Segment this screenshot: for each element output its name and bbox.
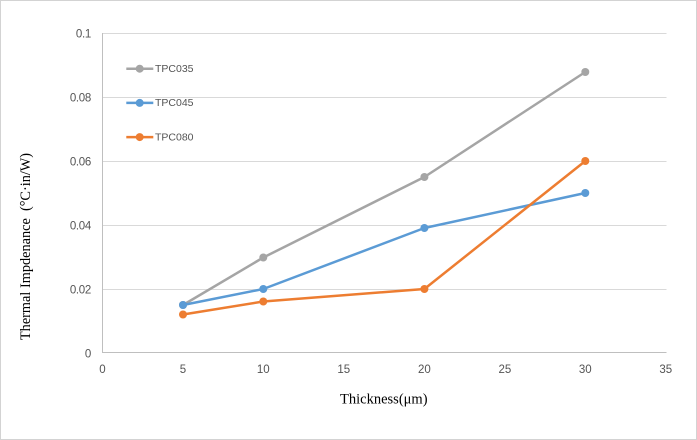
- svg-text:25: 25: [499, 364, 512, 376]
- svg-text:5: 5: [180, 364, 186, 376]
- svg-text:35: 35: [659, 364, 672, 376]
- svg-text:Thickness(μm): Thickness(μm): [340, 392, 428, 408]
- svg-text:TPC045: TPC045: [155, 97, 194, 109]
- svg-text:0: 0: [99, 364, 105, 376]
- svg-text:0: 0: [85, 349, 91, 361]
- svg-text:0.1: 0.1: [76, 29, 91, 41]
- svg-text:TPC080: TPC080: [155, 131, 194, 143]
- svg-text:0.02: 0.02: [70, 285, 91, 297]
- svg-text:Thermal Impdenance (°C·in/W): Thermal Impdenance (°C·in/W): [18, 153, 34, 340]
- svg-text:TPC035: TPC035: [155, 63, 194, 75]
- svg-text:0.04: 0.04: [70, 221, 92, 233]
- svg-text:10: 10: [257, 364, 270, 376]
- svg-text:0.06: 0.06: [70, 157, 91, 169]
- svg-text:20: 20: [418, 364, 431, 376]
- svg-text:30: 30: [579, 364, 592, 376]
- svg-text:0.08: 0.08: [70, 93, 91, 105]
- svg-text:15: 15: [337, 364, 350, 376]
